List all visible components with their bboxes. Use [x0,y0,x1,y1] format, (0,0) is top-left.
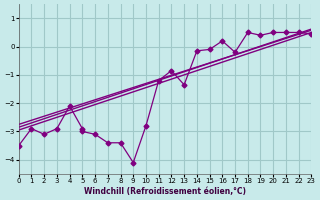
X-axis label: Windchill (Refroidissement éolien,°C): Windchill (Refroidissement éolien,°C) [84,187,246,196]
